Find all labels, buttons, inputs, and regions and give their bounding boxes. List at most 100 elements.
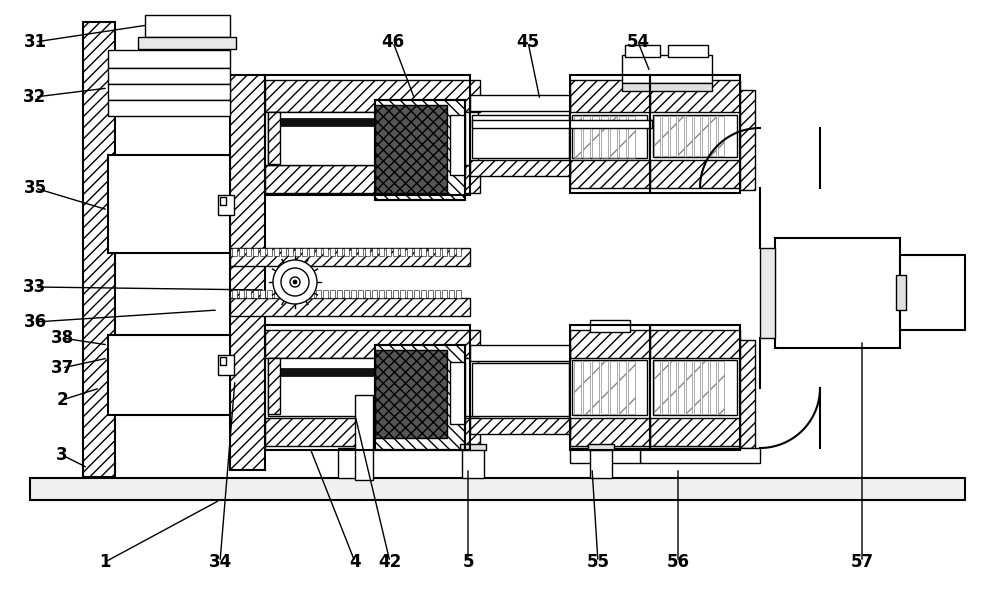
Text: 34: 34 <box>208 553 232 571</box>
Bar <box>108 84 230 100</box>
Bar <box>309 290 314 298</box>
Bar <box>610 116 617 158</box>
Bar <box>601 361 608 414</box>
Bar <box>470 418 570 434</box>
Bar <box>265 75 470 195</box>
Bar <box>650 325 740 450</box>
Bar <box>400 290 405 298</box>
Bar <box>694 361 700 414</box>
Bar <box>379 290 384 298</box>
Bar <box>601 116 608 158</box>
Bar <box>309 248 314 256</box>
Bar <box>570 325 650 450</box>
Bar <box>400 248 405 256</box>
Bar <box>710 116 716 156</box>
Bar <box>574 361 581 414</box>
Bar <box>449 290 454 298</box>
Bar <box>316 248 321 256</box>
Bar <box>372 290 377 298</box>
Bar <box>442 290 447 298</box>
Bar <box>588 444 614 450</box>
Bar <box>622 83 712 91</box>
Text: 33: 33 <box>23 278 47 296</box>
Bar <box>668 45 708 57</box>
Bar <box>108 100 230 116</box>
Bar <box>220 357 226 365</box>
Bar <box>450 362 465 424</box>
Bar <box>653 360 737 415</box>
Bar <box>375 345 465 450</box>
Bar <box>570 418 650 446</box>
Bar <box>472 115 569 158</box>
Bar <box>386 290 391 298</box>
Bar <box>896 275 906 310</box>
Bar <box>218 355 234 375</box>
Bar <box>449 248 454 256</box>
Bar <box>570 330 650 358</box>
Bar <box>338 448 360 478</box>
Bar <box>428 248 433 256</box>
Bar <box>619 361 626 414</box>
Bar <box>358 290 363 298</box>
Bar <box>472 363 569 416</box>
Bar <box>268 358 478 416</box>
Bar <box>239 290 244 298</box>
Circle shape <box>281 268 309 296</box>
Bar <box>260 248 265 256</box>
Bar <box>330 290 335 298</box>
Bar <box>628 361 635 414</box>
Text: 42: 42 <box>378 553 402 571</box>
Bar <box>414 290 419 298</box>
Bar <box>344 290 349 298</box>
Bar <box>355 395 373 480</box>
Bar <box>246 248 251 256</box>
Bar <box>625 45 660 57</box>
Text: 3: 3 <box>56 446 68 464</box>
Bar <box>274 248 279 256</box>
Bar <box>622 55 712 83</box>
Bar <box>265 418 480 446</box>
Bar <box>281 248 286 256</box>
Text: 57: 57 <box>850 553 874 571</box>
Text: 35: 35 <box>23 179 47 197</box>
Bar <box>456 290 461 298</box>
Text: 56: 56 <box>666 553 690 571</box>
Bar <box>760 248 775 338</box>
Bar <box>653 115 737 157</box>
Bar <box>145 15 230 37</box>
Text: 2: 2 <box>56 391 68 409</box>
Bar <box>574 116 581 158</box>
Circle shape <box>273 260 317 304</box>
Bar <box>295 290 300 298</box>
Bar <box>470 160 570 176</box>
Bar <box>108 68 230 84</box>
Bar <box>650 160 740 188</box>
Bar <box>379 248 384 256</box>
Bar <box>775 238 900 348</box>
Bar <box>435 248 440 256</box>
Bar <box>108 335 230 415</box>
Bar <box>386 248 391 256</box>
Bar <box>570 160 650 188</box>
Bar <box>470 345 570 361</box>
Bar <box>570 75 650 193</box>
Bar <box>302 290 307 298</box>
Text: 31: 31 <box>23 33 47 51</box>
Bar <box>280 368 410 376</box>
Bar <box>462 448 484 478</box>
Bar <box>670 116 676 156</box>
Bar <box>351 248 356 256</box>
Bar <box>295 248 300 256</box>
Bar <box>337 290 342 298</box>
Bar <box>253 290 258 298</box>
Bar <box>740 340 755 448</box>
Bar <box>393 290 398 298</box>
Bar <box>108 50 230 68</box>
Bar <box>583 116 590 158</box>
Bar <box>460 444 486 450</box>
Bar <box>265 80 480 112</box>
Bar <box>253 248 258 256</box>
Bar <box>570 448 640 463</box>
Bar <box>268 358 280 414</box>
Bar <box>583 361 590 414</box>
